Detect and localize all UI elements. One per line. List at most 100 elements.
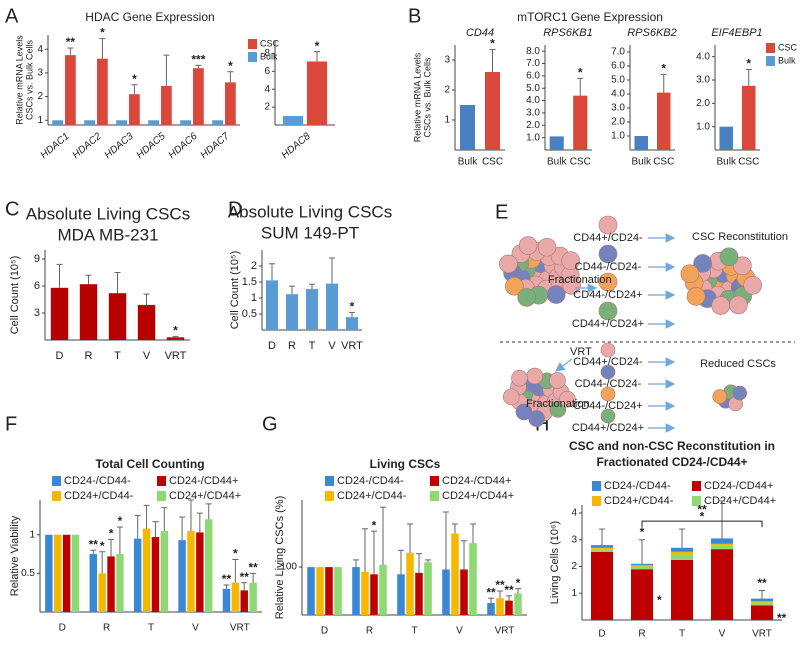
y-tick-label: 7.0 — [526, 58, 540, 69]
y-tick-label: 0.5 — [21, 568, 35, 579]
y-tick-label: 6 — [264, 66, 270, 77]
x-tick-label: Bulk — [547, 157, 567, 168]
legend-swatch — [766, 43, 775, 53]
legend-label: CD24-/CD44- — [64, 475, 131, 487]
x-tick-label: D — [321, 626, 328, 637]
cell — [719, 247, 739, 267]
y-tick-label: 4.0 — [696, 51, 710, 62]
cell — [546, 285, 566, 304]
bar — [361, 571, 369, 615]
y-tick-label: 4.0 — [611, 89, 625, 100]
bar — [62, 534, 71, 612]
bar — [306, 289, 318, 330]
y-tick-label: 6 — [34, 280, 40, 292]
legend-label: CD24+/CD44+ — [704, 495, 776, 507]
cell — [711, 296, 730, 315]
x-tick-label: R — [366, 626, 373, 637]
bar — [52, 120, 63, 125]
x-tick-label: HDAC8 — [280, 131, 313, 161]
bar — [71, 534, 80, 612]
comparison-bracket — [641, 520, 763, 528]
bar-segment — [591, 545, 613, 548]
x-tick-label: V — [719, 629, 726, 640]
fraction-label: CD44+/CD24+ — [572, 422, 644, 434]
cell — [562, 275, 581, 295]
x-tick-label: HDAC6 — [167, 131, 200, 161]
bar — [415, 572, 423, 615]
y-tick-label: 1 — [444, 115, 450, 126]
y-tick-label: 2 — [444, 85, 450, 96]
bar — [505, 600, 513, 615]
chart-title: HDAC Gene Expression — [85, 10, 214, 24]
legend-label: CD24-/CD44+ — [169, 475, 238, 487]
bar — [89, 554, 98, 612]
cell — [511, 369, 528, 387]
bar — [657, 92, 671, 150]
bar — [514, 593, 522, 615]
bar — [225, 82, 236, 125]
cell — [499, 254, 518, 274]
x-tick-label: T — [411, 626, 417, 637]
cell — [598, 244, 618, 264]
x-tick-label: R — [288, 340, 296, 352]
x-tick-label: V — [456, 626, 463, 637]
step-label: Fractionation — [526, 398, 590, 410]
bar — [187, 530, 195, 612]
bar — [231, 582, 240, 612]
chart-title: SUM 149-PT — [261, 223, 359, 242]
x-tick-label: Bulk — [632, 157, 652, 168]
y-tick-label: 8.0 — [526, 46, 540, 57]
bar — [196, 532, 204, 612]
x-tick-label: Bulk — [717, 157, 737, 168]
bar — [84, 120, 95, 125]
bar-segment — [711, 543, 733, 546]
bar-segment — [591, 547, 613, 550]
significance: *** — [191, 52, 205, 66]
legend-swatch — [692, 481, 701, 491]
y-tick-label: 1 — [37, 115, 43, 126]
fraction-label: CD44-/CD24+ — [573, 400, 642, 412]
legend-swatch — [248, 52, 257, 62]
bar — [719, 126, 733, 150]
legend-swatch — [430, 491, 439, 501]
y-tick-label: 2.0 — [526, 120, 540, 131]
bar — [334, 567, 342, 615]
y-axis-label: Relative Living CSCs (%) — [274, 496, 286, 619]
bar — [460, 105, 475, 150]
y-axis-label: Relative Viability — [9, 515, 21, 596]
cell — [600, 408, 616, 424]
x-tick-label: CSC — [570, 157, 591, 168]
bar — [240, 590, 248, 612]
x-tick-label: V — [328, 340, 336, 352]
legend-swatch — [325, 476, 334, 486]
gene-name: CD44 — [466, 27, 494, 39]
bar — [469, 543, 477, 615]
x-tick-label: HDAC1 — [39, 131, 72, 161]
cell — [549, 401, 567, 418]
bar-segment — [591, 551, 613, 620]
legend-swatch — [248, 39, 257, 49]
gene-name: EIF4EBP1 — [711, 27, 762, 39]
legend-swatch — [766, 56, 775, 66]
significance: ** — [222, 572, 232, 586]
y-tick-label: 3.0 — [696, 75, 710, 86]
chart-title: Absolute Living CSCs — [26, 204, 190, 223]
cell — [549, 372, 566, 389]
chart-title: Living CSCs — [370, 457, 441, 471]
x-tick-label: HDAC7 — [199, 131, 232, 161]
bar — [107, 556, 115, 612]
bar-segment — [711, 549, 733, 620]
bar-segment — [671, 547, 693, 552]
fraction-label: CD44-/CD24- — [575, 378, 642, 390]
bar — [346, 317, 358, 330]
significance: * — [372, 518, 377, 532]
cell — [600, 342, 616, 358]
bar — [379, 564, 387, 615]
bar — [166, 337, 185, 340]
x-tick-label: VRT — [341, 340, 363, 352]
cell — [693, 254, 712, 273]
y-tick-label: 7.0 — [611, 47, 625, 58]
bar — [249, 582, 257, 612]
significance: * — [578, 66, 583, 80]
chart-title: Total Cell Counting — [95, 457, 204, 471]
